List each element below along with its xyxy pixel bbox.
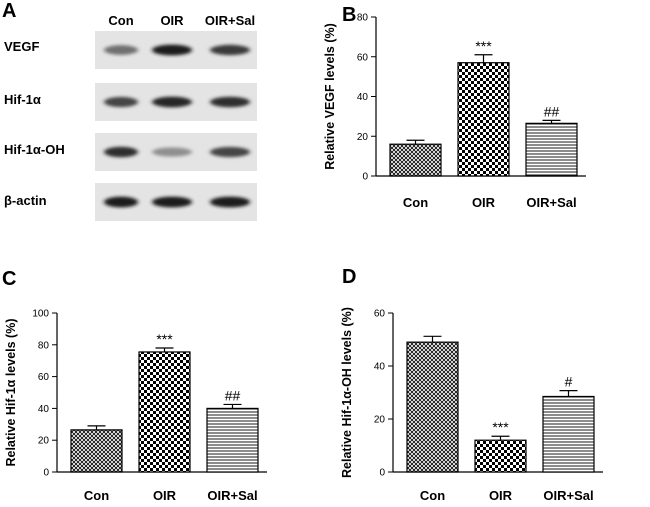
blot-row-label-vegf: VEGF xyxy=(4,39,39,54)
category-label: OIR xyxy=(489,488,513,503)
blot-row-label-hif1a: Hif-1α xyxy=(4,92,41,107)
significance-marker: *** xyxy=(156,331,173,347)
y-axis-label: Relative Hif-1α-OH levels (%) xyxy=(340,307,354,478)
y-tick-label: 80 xyxy=(38,340,50,351)
panel-label-b: B xyxy=(342,4,356,26)
y-tick-label: 0 xyxy=(379,468,385,479)
blot-band xyxy=(210,96,250,108)
chart-d: 0 20 40 60 Relative Hif-1α-OH levels (%) Con *… xyxy=(340,307,603,503)
y-tick-label: 100 xyxy=(32,309,49,320)
significance-marker: *** xyxy=(475,38,492,54)
category-label: OIR+Sal xyxy=(207,488,257,503)
bar xyxy=(474,439,527,473)
bar xyxy=(206,407,259,473)
blot-band xyxy=(152,196,192,208)
y-tick-label: 60 xyxy=(38,372,50,383)
y-tick-label: 0 xyxy=(362,172,368,183)
y-tick-label: 20 xyxy=(357,132,369,143)
blot-band xyxy=(104,45,138,55)
y-axis-label: Relative Hif-1α levels (%) xyxy=(4,318,18,466)
panel-label-a: A xyxy=(2,0,16,22)
blot-band xyxy=(104,146,138,158)
bar xyxy=(389,143,442,177)
blot-band xyxy=(152,96,192,108)
blot-band xyxy=(152,44,192,56)
blot-band xyxy=(104,96,138,108)
bar xyxy=(542,395,595,473)
western-blot: Con OIR OIR+Sal VEGF Hif-1α Hif-1α-OH β-… xyxy=(4,13,257,221)
significance-marker: ## xyxy=(544,103,560,119)
charts: 0 20 40 60 80 Relative VEGF levels (%) Con *** O… xyxy=(4,13,603,503)
bar xyxy=(138,351,191,473)
lane-label-con: Con xyxy=(108,13,133,28)
significance-marker: # xyxy=(565,374,573,390)
y-tick-label: 20 xyxy=(38,436,50,447)
bar xyxy=(406,341,459,473)
bar xyxy=(457,62,510,177)
y-tick-label: 0 xyxy=(43,468,49,479)
blot-band xyxy=(210,44,250,56)
blot-row-label-hif1a-oh: Hif-1α-OH xyxy=(4,142,65,157)
category-label: OIR+Sal xyxy=(543,488,593,503)
category-label: OIR xyxy=(472,195,496,210)
chart-b: 0 20 40 60 80 Relative VEGF levels (%) Con *** O… xyxy=(323,13,586,210)
category-label: Con xyxy=(403,195,428,210)
panel-label-c: C xyxy=(2,268,16,290)
y-tick-label: 40 xyxy=(38,404,50,415)
y-tick-label: 60 xyxy=(374,309,386,320)
chart-c: 0 20 40 60 80 100 Relative Hif-1α levels (%) Co… xyxy=(4,309,267,503)
y-tick-label: 80 xyxy=(357,13,369,24)
category-label: Con xyxy=(84,488,109,503)
blot-strips xyxy=(95,31,257,221)
category-label: OIR+Sal xyxy=(526,195,576,210)
y-tick-label: 20 xyxy=(374,415,386,426)
y-tick-label: 40 xyxy=(357,92,369,103)
significance-marker: *** xyxy=(492,419,509,435)
lane-label-oir: OIR xyxy=(160,13,184,28)
blot-band xyxy=(104,196,138,208)
category-label: OIR xyxy=(153,488,177,503)
lane-label-oir-sal: OIR+Sal xyxy=(205,13,255,28)
y-tick-label: 40 xyxy=(374,362,386,373)
significance-marker: ## xyxy=(225,387,241,403)
blot-row-label-beta-actin: β-actin xyxy=(4,193,47,208)
bar xyxy=(525,122,578,177)
category-label: Con xyxy=(420,488,445,503)
y-tick-label: 60 xyxy=(357,52,369,63)
blot-band xyxy=(210,196,250,208)
blot-band xyxy=(210,146,250,158)
blot-band xyxy=(152,147,192,157)
bar xyxy=(70,429,123,473)
y-axis-label: Relative VEGF levels (%) xyxy=(323,23,337,170)
panel-label-d: D xyxy=(342,266,356,288)
